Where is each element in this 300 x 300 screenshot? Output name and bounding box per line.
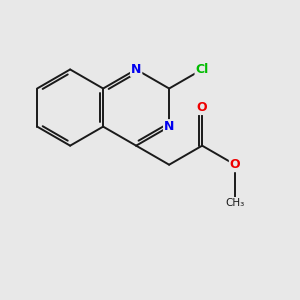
Text: O: O	[230, 158, 241, 171]
Text: N: N	[131, 63, 141, 76]
Text: CH₃: CH₃	[226, 198, 245, 208]
Text: O: O	[197, 101, 208, 114]
Text: N: N	[164, 120, 174, 133]
Text: Cl: Cl	[196, 63, 209, 76]
